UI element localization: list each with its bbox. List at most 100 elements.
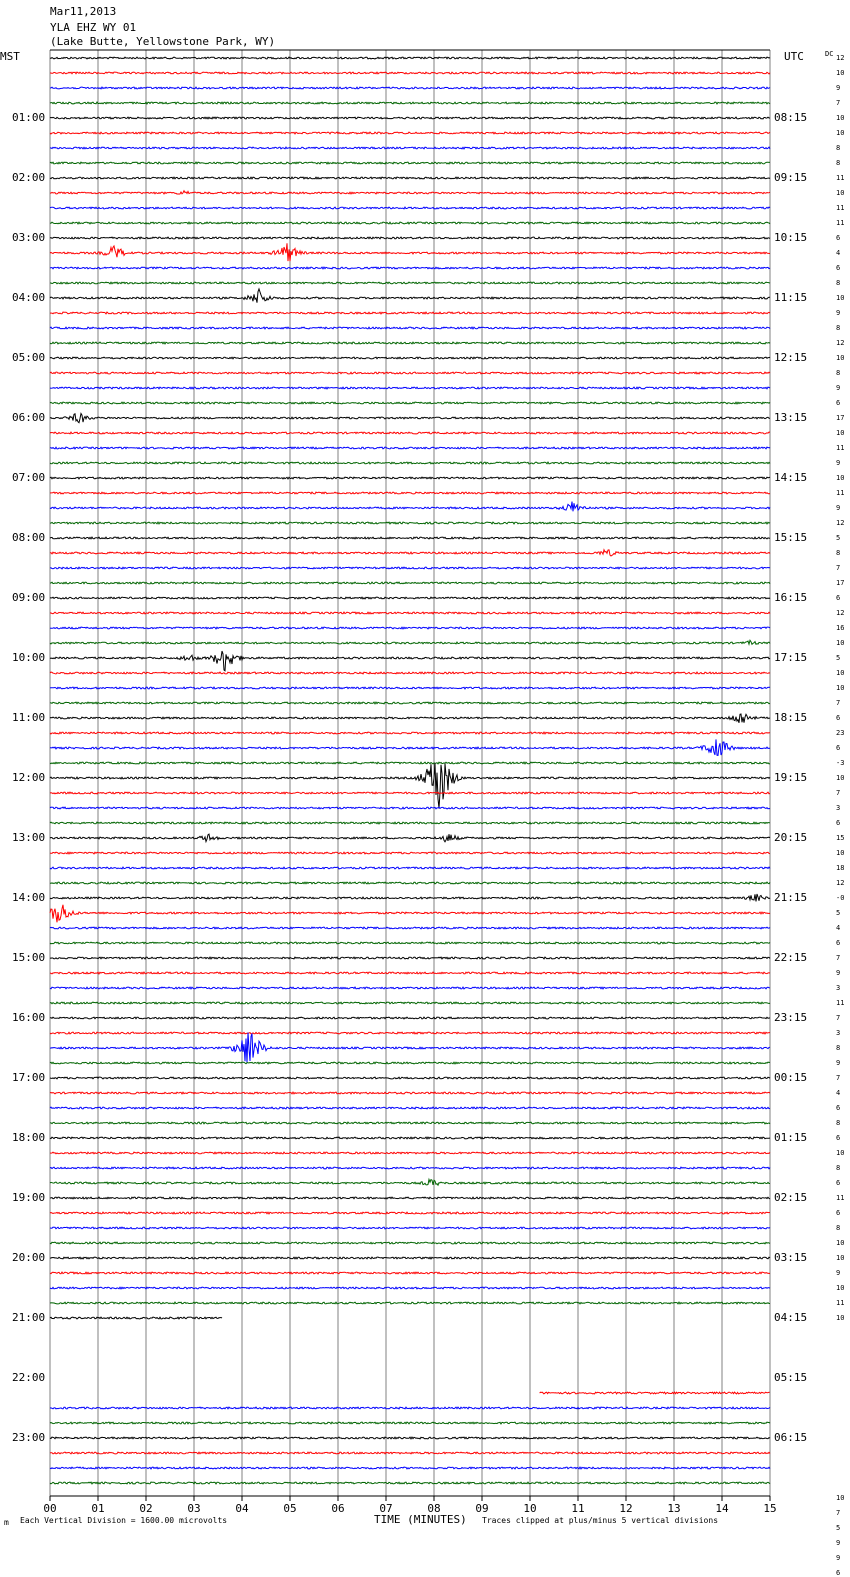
trace-59 (49, 941, 771, 945)
dc-value: 10 (836, 684, 845, 692)
right-axis-title: UTC (784, 50, 804, 63)
dc-value: 6 (836, 1569, 841, 1577)
x-tick-label-09: 09 (475, 1502, 488, 1515)
trace-36 (49, 596, 771, 600)
utc-hour-label: 23:15 (774, 1011, 808, 1024)
utc-hour-label: 21:15 (774, 891, 808, 904)
utc-hour-label: 10:15 (774, 231, 808, 244)
mst-hour-label: 11:00 (12, 711, 46, 724)
x-tick-label-15: 15 (763, 1502, 776, 1515)
trace-75 (49, 1177, 770, 1187)
utc-hour-label: 16:15 (774, 591, 808, 604)
left-axis-title: MST (0, 50, 20, 63)
dc-value: 6 (836, 744, 841, 752)
trace-19 (49, 341, 771, 345)
trace-68 (49, 1076, 771, 1080)
dc-value: 8 (836, 369, 841, 377)
dc-value: 18 (836, 864, 845, 872)
trace-55 (49, 881, 771, 885)
clip-note: Traces clipped at plus/minus 5 vertical … (482, 1516, 719, 1525)
dc-value: 9 (836, 969, 841, 977)
x-tick-label-10: 10 (523, 1502, 536, 1515)
trace-49 (49, 791, 771, 795)
dc-value: 5 (836, 534, 841, 542)
dc-value: 9 (836, 384, 841, 392)
dc-value: 10 (836, 1314, 845, 1322)
station-location: (Lake Butte, Yellowstone Park, WY) (50, 35, 276, 48)
trace-24 (49, 412, 770, 424)
utc-hour-label: 18:15 (774, 711, 808, 724)
dc-value: 10 (836, 774, 845, 782)
utc-hour-label: 13:15 (774, 411, 808, 424)
dc-value: 6 (836, 594, 841, 602)
dc-value: 4 (836, 924, 841, 932)
dc-value: 7 (836, 954, 841, 962)
dc-value: 10 (836, 1149, 845, 1157)
dc-value: 7 (836, 564, 841, 572)
dc-value: 17 (836, 579, 845, 587)
dc-value: 7 (836, 99, 841, 107)
utc-hour-label: 22:15 (774, 951, 808, 964)
trace-70 (49, 1106, 771, 1110)
mst-hour-label: 08:00 (12, 531, 46, 544)
dc-value: 10 (836, 1494, 845, 1502)
dc-value: 9 (836, 84, 841, 92)
helicorder-plot: 00 01 02 03 04 05 06 07 08 09 10 11 12 13 14 15 (43, 49, 777, 1515)
trace-65 (49, 1031, 771, 1035)
trace-46 (49, 739, 771, 756)
utc-hour-label: 17:15 (774, 651, 808, 664)
dc-value: 10 (836, 294, 845, 302)
dc-value: 8 (836, 1119, 841, 1127)
trace-6 (49, 146, 771, 150)
dc-value: 10 (836, 1284, 845, 1292)
dc-value: 3 (836, 804, 841, 812)
dc-value: 23 (836, 729, 845, 737)
dc-value: 12 (836, 54, 845, 62)
trace-10 (49, 206, 771, 210)
x-tick-label-13: 13 (667, 1502, 680, 1515)
trace-95 (49, 1481, 771, 1485)
trace-72 (49, 1136, 771, 1140)
x-axis-ticks: 00 01 02 03 04 05 06 07 08 09 10 11 12 13 14 15 (43, 1496, 777, 1515)
trace-69 (49, 1091, 771, 1095)
trace-9 (49, 189, 771, 195)
mst-hour-label: 23:00 (12, 1431, 46, 1444)
x-tick-label-06: 06 (331, 1502, 344, 1515)
trace-14 (49, 266, 771, 270)
mst-hour-label: 17:00 (12, 1071, 46, 1084)
dc-value: 5 (836, 1524, 841, 1532)
dc-value: 11 (836, 204, 845, 212)
utc-hour-label: 04:15 (774, 1311, 808, 1324)
trace-51 (49, 821, 770, 825)
dc-value: 6 (836, 1134, 841, 1142)
utc-hour-label: 19:15 (774, 771, 808, 784)
trace-25 (49, 431, 771, 435)
trace-30 (49, 501, 771, 512)
x-tick-label-01: 01 (91, 1502, 104, 1515)
trace-1 (50, 71, 771, 75)
dc-value: 7 (836, 1074, 841, 1082)
corner-mark: m (4, 1518, 9, 1527)
trace-41 (49, 671, 771, 675)
mst-hour-label: 13:00 (12, 831, 46, 844)
dc-value: 7 (836, 699, 841, 707)
trace-81 (49, 1271, 771, 1275)
trace-83 (49, 1301, 770, 1305)
trace-92 (49, 1436, 771, 1440)
dc-value: 11 (836, 174, 845, 182)
trace-79 (49, 1241, 771, 1245)
dc-value: 8 (836, 1164, 841, 1172)
utc-hour-label: 00:15 (774, 1071, 808, 1084)
dc-value: 11 (836, 1194, 845, 1202)
trace-52 (49, 833, 771, 844)
dc-value: 3 (836, 1029, 841, 1037)
dc-value: 10 (836, 474, 845, 482)
trace-8 (49, 176, 771, 180)
trace-45 (49, 731, 771, 735)
dc-value: 7 (836, 789, 841, 797)
dc-value: 10 (836, 354, 845, 362)
trace-2 (49, 86, 771, 90)
mst-hour-label: 10:00 (12, 651, 46, 664)
trace-4 (49, 116, 770, 120)
mst-hour-label: 21:00 (12, 1311, 46, 1324)
